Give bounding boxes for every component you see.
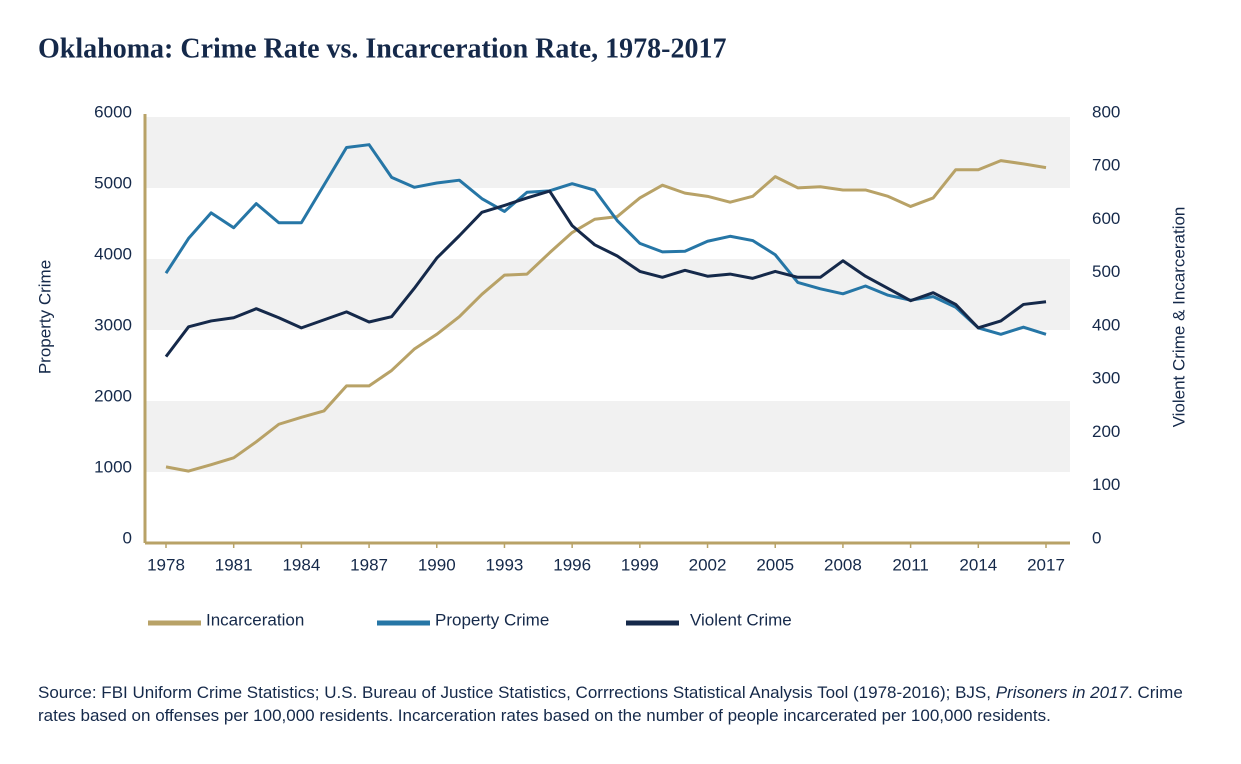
source-italic: Prisoners in 2017 bbox=[995, 683, 1129, 702]
y2-tick-label: 800 bbox=[1092, 102, 1120, 121]
y-tick-label: 3000 bbox=[94, 315, 132, 334]
y-axis-label: Property Crime bbox=[35, 260, 54, 374]
y2-tick-label: 600 bbox=[1092, 209, 1120, 228]
y2-tick-label: 400 bbox=[1092, 315, 1120, 334]
x-tick-label: 1981 bbox=[215, 555, 253, 574]
y-tick-label: 0 bbox=[123, 528, 132, 547]
x-tick-label: 1993 bbox=[486, 555, 524, 574]
grid-band bbox=[145, 401, 1070, 472]
y2-tick-label: 700 bbox=[1092, 156, 1120, 175]
x-tick-label: 2005 bbox=[756, 555, 794, 574]
grid-band bbox=[145, 259, 1070, 330]
chart: Oklahoma: Crime Rate vs. Incarceration R… bbox=[35, 33, 1188, 629]
x-tick-label: 1987 bbox=[350, 555, 388, 574]
y-tick-label: 1000 bbox=[94, 457, 132, 476]
y-tick-label: 6000 bbox=[94, 102, 132, 121]
y2-tick-label: 100 bbox=[1092, 475, 1120, 494]
grid-band bbox=[145, 117, 1070, 188]
x-tick-label: 1978 bbox=[147, 555, 185, 574]
y-tick-label: 4000 bbox=[94, 244, 132, 263]
x-tick-label: 2008 bbox=[824, 555, 862, 574]
source-text: Source: FBI Uniform Crime Statistics; U.… bbox=[38, 683, 996, 702]
y2-tick-label: 0 bbox=[1092, 528, 1101, 547]
y-tick-label: 5000 bbox=[94, 173, 132, 192]
y2-axis-label: Violent Crime & Incarceration bbox=[1169, 207, 1188, 428]
series-line bbox=[165, 159, 1047, 473]
x-tick-label: 2011 bbox=[892, 555, 929, 574]
y2-tick-label: 300 bbox=[1092, 369, 1120, 388]
legend-label: Property Crime bbox=[435, 610, 549, 629]
series-line bbox=[164, 189, 1047, 358]
chart-title: Oklahoma: Crime Rate vs. Incarceration R… bbox=[38, 33, 726, 64]
source-text: . Crime rates based on offenses per 100,… bbox=[38, 683, 1183, 725]
series-line bbox=[164, 143, 1047, 336]
y2-tick-label: 500 bbox=[1092, 262, 1120, 281]
x-tick-label: 1996 bbox=[553, 555, 591, 574]
x-tick-label: 2017 bbox=[1027, 555, 1065, 574]
legend-label: Violent Crime bbox=[690, 610, 792, 629]
x-tick-label: 1984 bbox=[282, 555, 320, 574]
x-tick-label: 2002 bbox=[689, 555, 727, 574]
x-tick-label: 1990 bbox=[418, 555, 456, 574]
x-tick-label: 1999 bbox=[621, 555, 659, 574]
y2-tick-label: 200 bbox=[1092, 422, 1120, 441]
y-tick-label: 2000 bbox=[94, 386, 132, 405]
x-tick-label: 2014 bbox=[959, 555, 997, 574]
legend-label: Incarceration bbox=[206, 610, 304, 629]
source-note: Source: FBI Uniform Crime Statistics; U.… bbox=[38, 681, 1198, 727]
